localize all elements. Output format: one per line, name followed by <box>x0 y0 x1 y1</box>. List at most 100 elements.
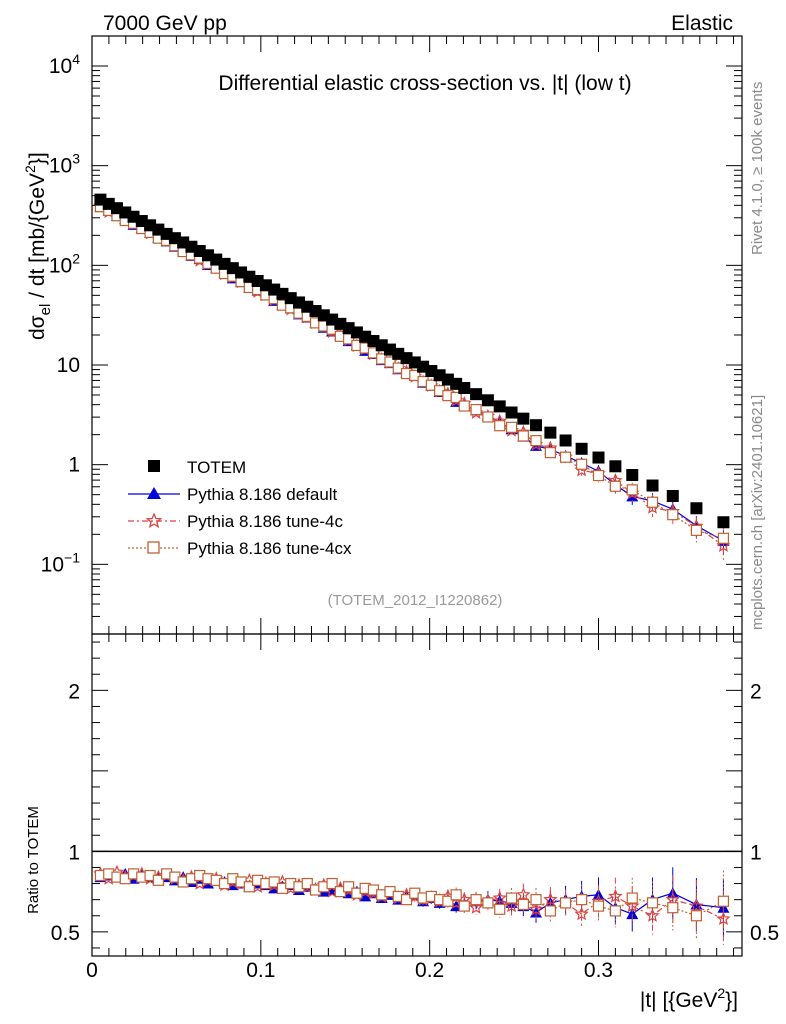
ylabel-part-1: dσ <box>26 315 49 340</box>
totem-point <box>609 460 622 473</box>
ratio-tick-0.5-right: 0.5 <box>750 922 779 945</box>
tune4c-ratio-point <box>528 901 544 916</box>
xlabel-part-2: 2 <box>717 985 725 1001</box>
ytick-label-1000: 103 <box>49 151 80 178</box>
tune4cx-ratio-point <box>544 905 556 917</box>
ratio-tick-1-right: 1 <box>750 841 762 864</box>
ylabel-part-3: / dt [mb/{GeV <box>26 173 49 304</box>
totem-point <box>470 388 483 401</box>
totem-point <box>458 382 471 395</box>
legend-marker-tune4c <box>145 512 163 529</box>
tune4cx-main-point <box>646 496 659 508</box>
tune4cx-main-point <box>544 447 556 459</box>
tune4cx-ratio-point <box>400 894 413 906</box>
ratio-plot-frame <box>91 633 743 957</box>
totem-point <box>493 400 506 413</box>
tune4cx-main-point <box>667 509 679 521</box>
tune4cx-ratio-point <box>576 894 588 906</box>
xtick-label-0.3: 0.3 <box>584 959 613 982</box>
tune4cx-main-point <box>517 430 529 442</box>
totem-point <box>626 469 639 482</box>
tune4cx-main-point <box>505 421 518 433</box>
legend-label-default: Pythia 8.186 default <box>187 485 338 504</box>
tune4cx-ratio-point <box>494 903 506 915</box>
tune4cx-ratio-point <box>559 897 572 909</box>
main-axis-ticks <box>92 35 742 635</box>
tune4cx-ratio-point <box>646 897 659 909</box>
tune4cx-ratio-point <box>482 897 494 909</box>
xtick-label-0.2: 0.2 <box>415 959 444 982</box>
main-y-axis-label: dσel / dt [mb/{GeV2}] <box>22 152 54 340</box>
tune4c-ratio-point <box>543 892 558 906</box>
legend-label-tune4c: Pythia 8.186 tune-4c <box>187 512 343 531</box>
tune4cx-main-point <box>609 480 621 492</box>
xlabel-part-3: }] <box>725 989 738 1012</box>
totem-point <box>690 502 703 515</box>
tune4cx-main-point <box>384 356 396 368</box>
totem-point <box>517 412 530 425</box>
tune4cx-main-point <box>409 369 421 382</box>
tune4c-ratio-point <box>716 911 731 926</box>
ylabel-part-2: el <box>37 304 54 316</box>
tune4c-ratio-point <box>492 890 507 905</box>
totem-point <box>666 490 679 503</box>
legend-marker-default <box>147 487 161 499</box>
tune4c-ratio-point <box>574 906 589 921</box>
tune4cx-main-point <box>690 524 703 536</box>
tune4cx-ratio-point <box>690 910 703 922</box>
tune4cx-main-point <box>458 400 470 412</box>
totem-point <box>193 245 206 258</box>
legend-label-tune4cx: Pythia 8.186 tune-4cx <box>187 539 352 558</box>
ylabel-part-4: 2 <box>22 165 38 173</box>
ytick-label-1: 1 <box>68 454 80 477</box>
tune4cx-ratio-point <box>301 877 313 890</box>
totem-point <box>592 451 605 464</box>
tune4cx-ratio-point <box>530 894 542 906</box>
main-data-layer <box>93 193 731 560</box>
tune4cx-main-point <box>530 435 542 447</box>
totem-point <box>575 442 588 455</box>
totem-point <box>505 406 518 419</box>
totem-point <box>481 394 494 407</box>
analysis-id: (TOTEM_2012_I1220862) <box>328 592 503 609</box>
tune4c-ratio-point <box>625 898 640 913</box>
x-axis-label: |t| [{GeV2}] <box>640 985 738 1012</box>
tune4cx-ratio-point <box>326 877 338 890</box>
totem-point <box>119 206 132 219</box>
tune4cx-ratio-point <box>517 898 529 911</box>
ratio-y-tick-labels: 0.5 1 2 0.5 1 2 <box>51 680 779 945</box>
xtick-label-0.1: 0.1 <box>246 959 275 982</box>
tune4cx-ratio-point <box>442 895 454 907</box>
beam-label: 7000 GeV pp <box>103 12 227 35</box>
x-tick-labels: 0 0.1 0.2 0.3 <box>86 959 613 982</box>
rivet-note: Rivet 4.1.0, ≥ 100k events <box>749 82 766 255</box>
tune4cx-main-point <box>470 403 482 416</box>
ratio-tick-2-left: 2 <box>68 680 80 703</box>
totem-point <box>646 479 659 492</box>
mcplots-note: mcplots.cern.ch [arXiv:2401.10621] <box>749 395 766 630</box>
legend: TOTEM Pythia 8.186 default Pythia 8.186 … <box>128 458 352 558</box>
legend-marker-totem <box>148 460 160 472</box>
tune4cx-main-point <box>482 411 494 423</box>
chart-title: Differential elastic cross-section vs. |… <box>218 72 631 95</box>
tune4cx-main-point <box>717 532 730 544</box>
totem-point <box>530 419 543 432</box>
totem-point <box>544 426 557 439</box>
xlabel-part-1: |t| [{GeV <box>640 989 717 1012</box>
tune4cx-main-point <box>576 458 588 470</box>
ytick-label-10000: 104 <box>49 51 80 78</box>
totem-point <box>559 434 572 447</box>
x-axis-ticks <box>91 36 735 956</box>
ratio-tick-2-right: 2 <box>750 680 762 703</box>
tune4cx-main-point <box>450 391 462 404</box>
tune4c-ratio-point <box>468 900 484 914</box>
tune4cx-ratio-point <box>152 874 164 886</box>
tune4cx-ratio-point <box>505 892 518 904</box>
tune4cx-main-point <box>494 420 506 432</box>
ytick-label-0.1: 10−1 <box>41 549 81 576</box>
tune4cx-main-point <box>592 469 605 482</box>
tune4cx-ratio-point <box>609 905 621 917</box>
legend-label-totem: TOTEM <box>187 458 246 477</box>
legend-marker-tune4cx <box>147 541 160 554</box>
